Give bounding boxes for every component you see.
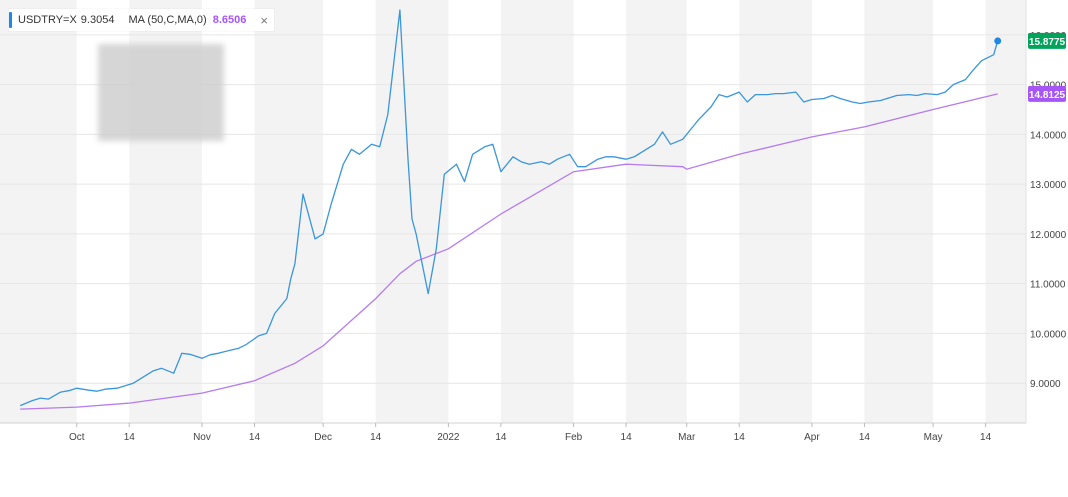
- period-band: [500, 0, 574, 423]
- x-tick-label: 14: [495, 432, 507, 443]
- last-price-point: [994, 37, 1002, 45]
- close-icon[interactable]: ×: [260, 12, 268, 28]
- period-band: [0, 0, 77, 423]
- x-tick-label: 14: [249, 432, 261, 443]
- x-tick-label: Feb: [565, 432, 583, 443]
- ma-last-badge-bg: [1028, 85, 1066, 102]
- y-tick-label: 11.0000: [1030, 280, 1066, 291]
- price-series-line: [19, 9, 999, 407]
- x-tick-label: 14: [734, 432, 746, 443]
- legend: USDTRY=X 9.3054 MA (50,C,MA,0) 8.6506 ×: [9, 9, 274, 31]
- y-tick-label: 13.0000: [1030, 180, 1067, 191]
- y-tick-label: 10.0000: [1030, 329, 1067, 340]
- y-tick-label: 12.0000: [1030, 230, 1067, 241]
- last-price-badge-label: 15.8775: [1029, 37, 1066, 48]
- x-tick-label: Oct: [69, 432, 85, 443]
- ma-last-badge-label: 14.8125: [1029, 90, 1066, 101]
- series-color-marker: [9, 12, 12, 28]
- y-tick-label: 9.0000: [1030, 379, 1061, 390]
- period-band: [254, 0, 324, 423]
- x-tick-label: Nov: [193, 432, 211, 443]
- x-axis: Oct 14 Nov 14 Dec 14 2022 14 Feb 14 Mar 14 Apr 14 May 1…: [69, 423, 992, 443]
- x-tick-label: 14: [370, 432, 382, 443]
- x-tick-label: 14: [621, 432, 633, 443]
- x-tick-label: May: [924, 432, 943, 443]
- period-band: [985, 0, 1026, 423]
- ma-series-line: [20, 93, 998, 410]
- x-tick-label: Mar: [678, 432, 696, 443]
- legend-symbol[interactable]: USDTRY=X: [18, 14, 77, 26]
- y-axis: 9.0000 10.0000 11.0000 12.0000 13.0000 14.000…: [1030, 31, 1067, 390]
- x-tick-label: Apr: [804, 432, 820, 443]
- last-price-badge-bg: [1028, 32, 1066, 49]
- series-layer: [19, 9, 1002, 410]
- x-tick-label: Dec: [314, 432, 332, 443]
- x-tick-label: 14: [859, 432, 871, 443]
- period-band: [739, 0, 812, 423]
- x-tick-label: 14: [980, 432, 992, 443]
- period-band: [864, 0, 934, 423]
- x-tick-label: 2022: [437, 432, 460, 443]
- price-badges: 14.8125 15.8775: [1028, 32, 1066, 102]
- legend-symbol-value: 9.3054: [80, 14, 115, 26]
- period-band: [626, 0, 687, 423]
- legend-ma-value: 8.6506: [212, 14, 247, 26]
- x-tick-label: 14: [124, 432, 136, 443]
- obscured-region: [98, 44, 224, 141]
- y-tick-label: 14.0000: [1030, 130, 1067, 141]
- legend-ma-label[interactable]: MA (50,C,MA,0): [128, 14, 207, 26]
